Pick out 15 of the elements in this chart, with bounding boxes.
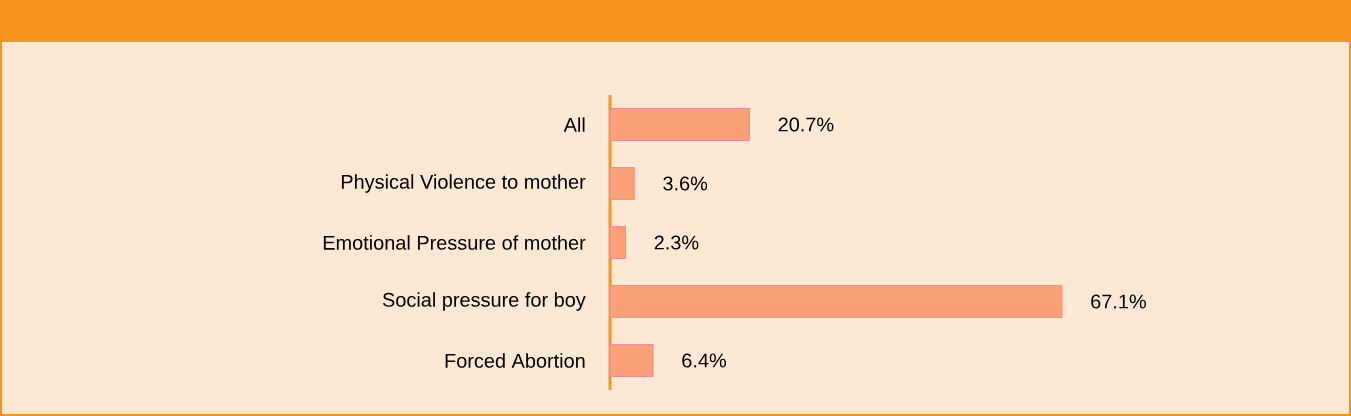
data-label: 6.4% xyxy=(682,353,727,368)
bar xyxy=(609,285,1063,318)
y-tick-label: Social pressure for boy xyxy=(382,292,586,311)
bar xyxy=(609,167,635,200)
y-tick-label: Emotional Pressure of mother xyxy=(323,235,586,250)
data-label: 20.7% xyxy=(778,117,834,132)
bar xyxy=(609,344,654,377)
bar xyxy=(609,226,626,259)
bar xyxy=(609,108,750,141)
data-label: 67.1% xyxy=(1091,294,1146,309)
data-label: 3.6% xyxy=(663,176,708,191)
y-tick-label: Physical Violence to mother xyxy=(341,174,586,193)
y-tick-label: All xyxy=(563,117,585,132)
data-label: 2.3% xyxy=(654,235,699,250)
y-tick-label: Forced Abortion xyxy=(445,353,585,368)
